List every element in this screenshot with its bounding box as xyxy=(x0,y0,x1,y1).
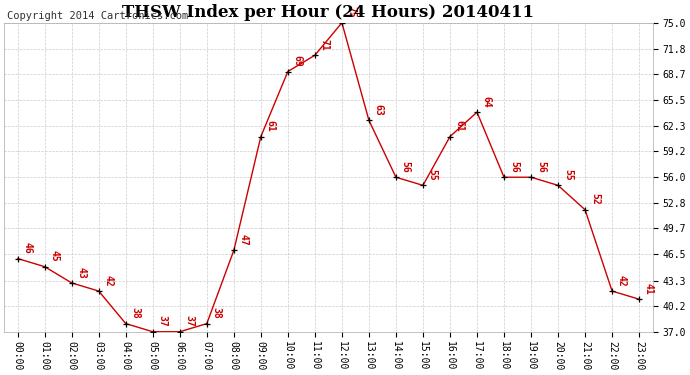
Text: 55: 55 xyxy=(563,169,573,181)
Point xyxy=(553,182,564,188)
Text: 42: 42 xyxy=(104,275,114,286)
Text: 37: 37 xyxy=(185,315,195,327)
Point xyxy=(282,69,293,75)
Text: 61: 61 xyxy=(266,120,276,132)
Text: 56: 56 xyxy=(401,161,411,172)
Text: 64: 64 xyxy=(482,96,492,108)
Point xyxy=(39,264,50,270)
Point xyxy=(66,280,77,286)
Text: THSW  (°F): THSW (°F) xyxy=(552,30,614,40)
Point xyxy=(309,52,320,58)
Text: 38: 38 xyxy=(212,307,221,319)
Point xyxy=(120,321,131,327)
Text: 63: 63 xyxy=(374,104,384,116)
Point xyxy=(175,329,186,335)
Text: 75: 75 xyxy=(347,6,357,18)
Text: 37: 37 xyxy=(157,315,168,327)
Text: 43: 43 xyxy=(77,267,86,278)
Text: 55: 55 xyxy=(428,169,438,181)
Point xyxy=(498,174,509,180)
Point xyxy=(364,117,375,123)
Point xyxy=(228,248,239,254)
Point xyxy=(12,255,23,261)
Text: 61: 61 xyxy=(455,120,465,132)
Point xyxy=(444,134,455,140)
Text: 47: 47 xyxy=(239,234,248,246)
Point xyxy=(580,207,591,213)
Point xyxy=(417,182,428,188)
Title: THSW Index per Hour (24 Hours) 20140411: THSW Index per Hour (24 Hours) 20140411 xyxy=(122,4,534,21)
Text: 52: 52 xyxy=(590,194,600,205)
Text: 56: 56 xyxy=(509,161,519,172)
Point xyxy=(633,296,644,302)
Point xyxy=(147,329,158,335)
Text: 41: 41 xyxy=(644,283,654,295)
Point xyxy=(255,134,266,140)
Text: 45: 45 xyxy=(50,250,59,262)
Point xyxy=(391,174,402,180)
Point xyxy=(93,288,104,294)
Text: Copyright 2014 Cartronics.com: Copyright 2014 Cartronics.com xyxy=(7,11,188,21)
Point xyxy=(471,109,482,115)
Text: 42: 42 xyxy=(617,275,627,286)
Text: 46: 46 xyxy=(23,242,32,254)
Point xyxy=(607,288,618,294)
Point xyxy=(526,174,537,180)
Point xyxy=(201,321,213,327)
Text: 56: 56 xyxy=(536,161,546,172)
Point xyxy=(337,20,348,26)
Text: 69: 69 xyxy=(293,55,303,67)
Text: 38: 38 xyxy=(130,307,141,319)
Text: 71: 71 xyxy=(319,39,330,51)
